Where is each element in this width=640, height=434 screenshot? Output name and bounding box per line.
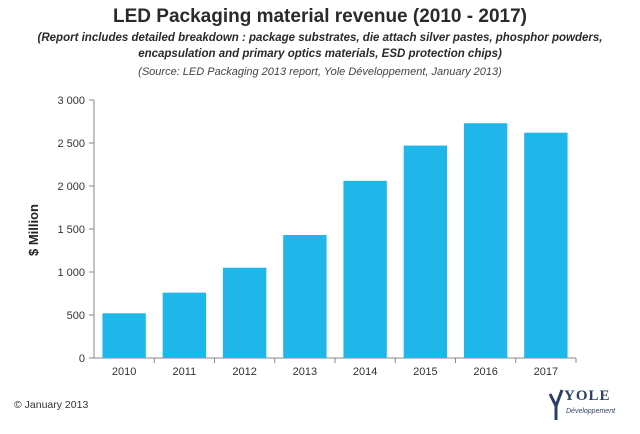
x-tick-label-2016: 2016 <box>473 366 497 378</box>
bar-2011 <box>162 292 207 358</box>
bar-2014 <box>343 180 387 358</box>
y-tick-label: 3 000 <box>57 95 85 107</box>
y-tick-label: 2 500 <box>57 138 85 150</box>
y-tick-label: 2 000 <box>57 181 85 193</box>
x-tick-label-2015: 2015 <box>413 366 437 378</box>
subtitle-line-1: (Report includes detailed breakdown : pa… <box>37 32 603 44</box>
x-tick-label-2010: 2010 <box>112 366 136 378</box>
y-tick-label: 0 <box>79 353 85 365</box>
x-tick-labels: 2010 2011 2012 2013 2014 2015 2016 2017 <box>112 366 558 378</box>
bar-2017 <box>524 132 568 358</box>
x-tick-label-2011: 2011 <box>173 366 197 378</box>
chart-bars <box>102 123 568 358</box>
chart-subtitle: (Report includes detailed breakdown : pa… <box>10 30 630 62</box>
bar-2012 <box>222 267 267 358</box>
y-tick-label: 500 <box>67 310 85 322</box>
y-tick-label: 1 000 <box>57 267 85 279</box>
subtitle-line-2: encapsulation and primary optics materia… <box>138 48 502 60</box>
bar-2013 <box>283 235 327 358</box>
bar-2010 <box>102 313 146 358</box>
x-tick-label-2014: 2014 <box>353 366 377 378</box>
copyright-text: © January 2013 <box>14 399 89 411</box>
chart-title: LED Packaging material revenue (2010 - 2… <box>113 6 527 27</box>
logo-subtext: Développement <box>566 408 616 415</box>
logo-text: YOLE <box>564 388 611 404</box>
bar-2016 <box>463 123 508 358</box>
chart-source: (Source: LED Packaging 2013 report, Yole… <box>138 66 502 78</box>
yole-logo-mark-icon <box>548 389 564 420</box>
x-tick-label-2012: 2012 <box>232 366 256 378</box>
y-axis-label: $ Million <box>26 204 41 256</box>
y-tick-label: 1 500 <box>57 224 85 236</box>
x-tick-label-2017: 2017 <box>534 366 558 378</box>
x-tick-label-2013: 2013 <box>293 366 317 378</box>
bar-2015 <box>403 145 448 358</box>
y-tick-labels: 0 500 1 000 1 500 2 000 2 500 3 000 <box>57 95 85 365</box>
yole-logo: YOLE Développement <box>546 386 626 426</box>
